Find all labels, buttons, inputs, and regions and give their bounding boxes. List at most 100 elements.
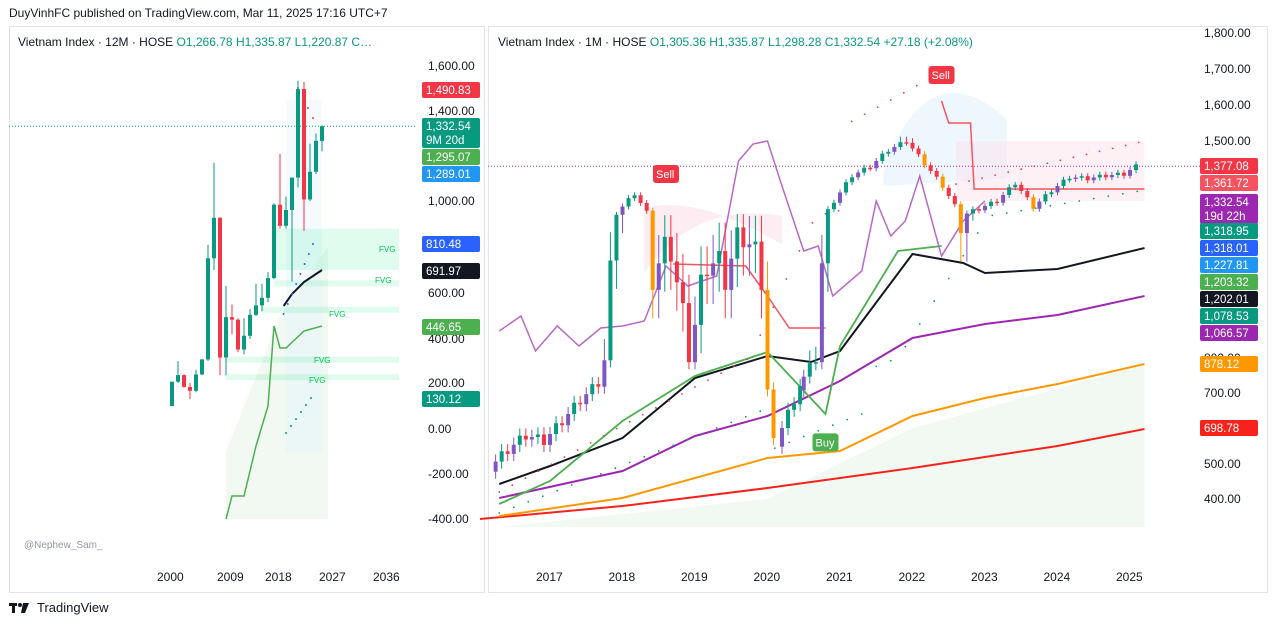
price-tag: 1,066.57	[1200, 325, 1258, 341]
candle	[668, 236, 673, 262]
candle	[874, 161, 879, 169]
candle	[260, 297, 264, 306]
candle	[886, 151, 891, 154]
candle	[1043, 194, 1048, 202]
x-tick-label: 2017	[536, 570, 563, 584]
candle	[735, 227, 740, 259]
support-dot	[643, 455, 646, 458]
price-tag-text: 1,203.32	[1204, 277, 1249, 289]
yearly-symbol-label[interactable]: Vietnam Index · 12M · HOSE	[18, 35, 174, 49]
candle	[1115, 172, 1120, 175]
price-tag-bg	[1200, 223, 1258, 239]
fvg-zone	[226, 374, 399, 381]
candle	[780, 428, 784, 447]
candle	[1055, 186, 1060, 193]
sar-dot	[759, 334, 762, 337]
monthly-symbol-label[interactable]: Vietnam Index · 1M · HOSE	[498, 35, 647, 49]
ma-orange	[499, 363, 1145, 517]
signal-badge	[928, 66, 955, 84]
sar-dot	[876, 106, 879, 108]
support-dot	[715, 427, 718, 429]
support-dot	[875, 365, 878, 368]
sar-dot	[524, 477, 527, 480]
candle	[970, 209, 975, 214]
yearly-open-label: O	[176, 35, 186, 49]
candle	[284, 209, 288, 226]
x-tick-label: 2023	[971, 570, 998, 584]
candle	[771, 389, 776, 439]
candle	[320, 126, 324, 141]
candle	[278, 204, 282, 226]
sar-dot	[1033, 165, 1036, 168]
fvg-zone	[262, 306, 399, 313]
y-tick-label: 500.00	[1204, 457, 1241, 471]
price-tag-text: 691.97	[426, 266, 461, 278]
sar-dot	[981, 177, 983, 180]
candle	[578, 402, 583, 405]
tradingview-brand[interactable]: TradingView	[37, 600, 109, 615]
sar-dot	[641, 413, 644, 416]
resistance-cloud	[644, 205, 782, 273]
price-tag-text: 1,227.81	[1204, 260, 1249, 272]
candle	[266, 278, 270, 298]
x-tick-label: 2036	[373, 570, 400, 584]
candle	[523, 435, 528, 440]
price-tag-bg	[1200, 420, 1258, 436]
support-dot	[614, 467, 617, 470]
y-tick-label: -200.00	[428, 467, 469, 481]
x-tick-label: 2021	[826, 570, 853, 584]
tradingview-logo-icon[interactable]	[9, 602, 31, 614]
sar-dot	[1124, 144, 1127, 147]
candle	[302, 88, 306, 200]
support-dot	[1136, 190, 1139, 193]
sar-dot	[837, 209, 840, 212]
support-dot	[701, 432, 704, 435]
candle	[831, 202, 836, 210]
sar-dot	[498, 491, 501, 493]
support-dot	[498, 512, 501, 514]
price-tag-bg	[422, 236, 480, 252]
candle	[747, 244, 752, 248]
candle	[1019, 184, 1024, 191]
blue-dot	[299, 273, 302, 275]
blue-dot	[291, 293, 293, 295]
monthly-chart-svg[interactable]: Sell Buy Sell 1,800.00 1,700.00 1,600.00 1,500…	[479, 26, 1266, 591]
support-dot	[599, 472, 602, 475]
candle	[200, 359, 204, 375]
candle	[554, 423, 559, 434]
sar-dot	[915, 84, 918, 87]
candle	[596, 384, 601, 387]
sar-dot	[902, 91, 905, 94]
signal-badge	[812, 433, 839, 452]
sar-dot	[811, 221, 814, 224]
support-dot	[672, 444, 675, 447]
yearly-chart-svg[interactable]: FVG FVG FVG FVG FVG 1,600.00 1,400.00 1,000.00 6…	[9, 26, 483, 591]
x-tick-label: 2020	[754, 570, 781, 584]
signal-label: Sell	[932, 70, 950, 82]
green-dot	[305, 404, 307, 406]
support-fill	[499, 365, 1145, 527]
price-tag: 1,490.83	[422, 82, 480, 98]
lower-band-fill	[226, 247, 328, 519]
support-dot	[831, 424, 834, 427]
candle	[644, 203, 649, 211]
candle	[188, 386, 192, 391]
support-dot	[1092, 197, 1095, 200]
support-dot	[657, 450, 660, 452]
support-dot	[1063, 202, 1066, 205]
x-tick-label: 2019	[681, 570, 708, 584]
price-tag: 810.48	[422, 236, 480, 252]
support-dot	[1020, 209, 1023, 212]
support-dot	[1005, 212, 1008, 214]
price-tag-text: 1,318.01	[1204, 243, 1249, 255]
sar-dot	[576, 449, 579, 451]
price-tag-bg	[1200, 356, 1258, 372]
candle	[693, 324, 697, 363]
price-tag: 1,318.95	[1200, 223, 1258, 239]
oscillator-line	[498, 140, 986, 353]
sar-dot	[955, 183, 957, 185]
candle	[916, 148, 921, 155]
candle	[314, 140, 318, 172]
candle	[705, 274, 710, 277]
support-dot	[947, 277, 950, 280]
